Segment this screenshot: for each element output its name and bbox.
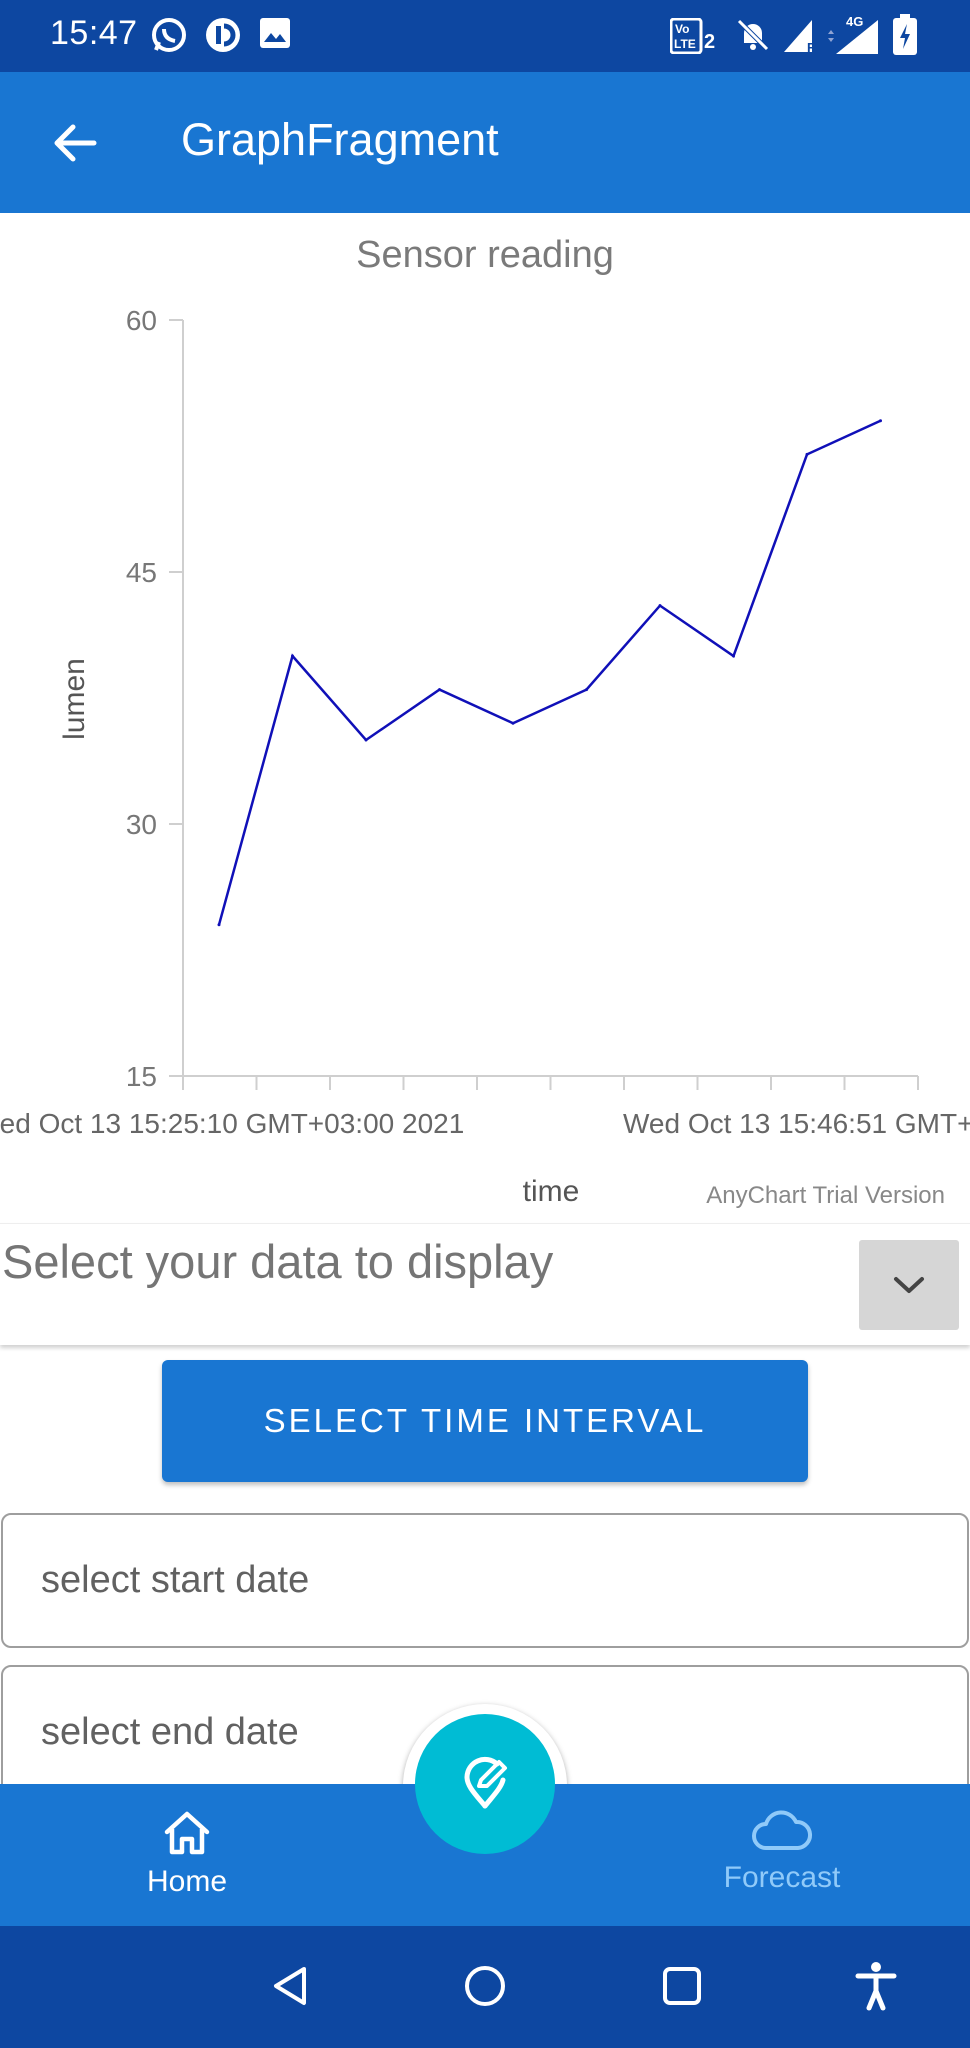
chart-series [217,419,882,927]
chart-title: Sensor reading [356,234,614,276]
data-point [879,419,882,423]
mute-icon [734,16,772,59]
accessibility-icon [855,1962,897,2011]
data-point [364,738,368,742]
volte-icon: Vo LTE 2 [669,17,718,59]
y-tick-label: 45 [126,557,157,588]
nav-label-home: Home [146,1865,228,1898]
nav-label-forecast: Forecast [723,1861,841,1894]
series-line-0 [217,419,882,926]
dropdown-toggle-button[interactable] [859,1240,959,1330]
y-axis-label: lumen [58,658,91,740]
y-tick-label: 30 [126,809,157,840]
app-bar: GraphFragment [0,72,970,213]
svg-text:2: 2 [704,31,715,53]
system-recents-button[interactable] [652,1956,712,2016]
start-date-placeholder: select start date [41,1559,310,1601]
app-icon [204,16,242,59]
signal-icon: R [780,16,820,61]
system-accessibility-button[interactable] [846,1956,906,2016]
back-triangle-icon [274,1967,306,2005]
home-circle-icon [465,1966,505,2006]
chevron-down-icon [894,1277,924,1293]
data-point [732,654,735,658]
back-button[interactable] [40,108,110,178]
arrow-left-icon [54,124,97,162]
chart-canvas: Sensor reading lumen time AnyChart Trial… [0,234,970,1209]
y-tick-label: 15 [126,1061,157,1092]
x-tick-label-first: Wed Oct 13 15:25:10 GMT+03:00 2021 [0,1108,464,1139]
whatsapp-icon [150,16,188,59]
data-point [805,452,809,456]
status-bar: 15:47 Vo LTE 2 R 4G [0,0,970,72]
data-point [585,688,588,692]
battery-charging-icon [892,14,918,61]
dropdown-value: Select your data to display [2,1235,554,1288]
svg-text:R: R [807,40,817,55]
x-tick-label-last: Wed Oct 13 15:46:51 GMT+03:00 2021 [623,1108,970,1139]
end-date-placeholder: select end date [41,1711,299,1753]
nav-item-forecast[interactable]: Forecast [692,1810,872,1895]
data-select-dropdown[interactable]: Select your data to display [0,1223,970,1345]
edit-location-icon [464,1756,507,1809]
svg-text:4G: 4G [846,14,863,29]
select-time-interval-button[interactable]: SELECT TIME INTERVAL [162,1360,808,1482]
recents-square-icon [663,1967,701,2005]
chart-axes: 15 30 45 60 Wed Oct 13 15:25:10 GMT+03:00 20… [0,305,970,1139]
data-point [438,688,441,692]
svg-text:Vo: Vo [675,22,689,36]
cloud-icon [752,1810,812,1850]
y-tick-label: 60 [126,305,157,336]
x-axis-label: time [523,1175,580,1208]
system-navigation-bar [0,1926,970,2048]
status-time: 15:47 [50,14,138,52]
svg-text:LTE: LTE [674,37,696,51]
gallery-icon [258,16,292,55]
data-point [511,721,515,725]
home-icon [164,1811,210,1855]
page-title: GraphFragment [181,114,499,165]
sensor-chart: Sensor reading lumen time AnyChart Trial… [0,213,970,1223]
watermark-text: AnyChart Trial Version [706,1182,945,1209]
data-point [658,604,662,608]
data-point [291,654,294,658]
nav-item-home[interactable]: Home [97,1810,277,1899]
start-date-field[interactable]: select start date [1,1513,969,1648]
system-back-button[interactable] [260,1956,320,2016]
edit-location-fab[interactable] [415,1714,555,1854]
signal-4g-icon: 4G [826,12,882,61]
system-home-button[interactable] [455,1956,515,2016]
data-point [217,923,221,927]
